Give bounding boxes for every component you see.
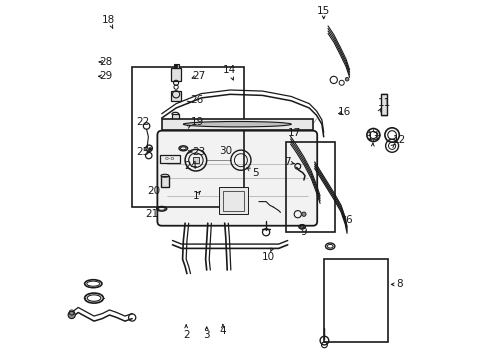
Text: 7: 7: [284, 157, 290, 167]
Text: 16: 16: [337, 107, 350, 117]
Circle shape: [174, 64, 178, 68]
Circle shape: [68, 311, 75, 319]
Text: 14: 14: [223, 65, 236, 75]
Circle shape: [301, 212, 305, 216]
Ellipse shape: [183, 122, 291, 127]
Bar: [171, 68, 181, 81]
Bar: [223, 191, 244, 211]
Text: 21: 21: [145, 209, 158, 219]
Text: 29: 29: [99, 71, 112, 81]
Text: 12: 12: [392, 135, 405, 145]
FancyBboxPatch shape: [157, 131, 317, 226]
Text: 20: 20: [147, 186, 160, 196]
Text: 24: 24: [184, 161, 198, 171]
Text: 22: 22: [136, 117, 149, 127]
Text: 10: 10: [261, 252, 274, 262]
Text: 19: 19: [190, 117, 203, 127]
Text: 17: 17: [287, 128, 300, 138]
Text: 27: 27: [191, 71, 204, 81]
Text: 18: 18: [102, 15, 115, 25]
Text: 4: 4: [219, 326, 226, 336]
Bar: [160, 155, 179, 163]
Text: o-o: o-o: [164, 156, 174, 161]
Text: 3: 3: [203, 330, 209, 340]
Bar: [162, 119, 312, 130]
Text: 25: 25: [136, 147, 149, 157]
Bar: [219, 187, 247, 214]
Bar: [171, 114, 179, 125]
Bar: [323, 259, 387, 342]
Bar: [161, 176, 168, 187]
Circle shape: [345, 77, 348, 81]
Bar: [380, 94, 386, 115]
Circle shape: [148, 148, 151, 150]
Bar: [285, 142, 334, 232]
Bar: [173, 64, 178, 68]
Text: 6: 6: [345, 215, 351, 225]
Text: 15: 15: [316, 6, 330, 16]
Text: 11: 11: [377, 98, 390, 108]
Text: 23: 23: [191, 147, 204, 157]
Text: 13: 13: [366, 132, 379, 142]
Text: 9: 9: [300, 227, 306, 237]
Bar: [193, 157, 199, 163]
Text: 8: 8: [395, 279, 402, 289]
Text: 26: 26: [190, 95, 203, 105]
Text: 1: 1: [192, 191, 199, 201]
Bar: [132, 67, 244, 207]
Text: 5: 5: [251, 168, 258, 178]
Text: 30: 30: [219, 146, 232, 156]
Text: 2: 2: [183, 330, 189, 340]
Bar: [171, 91, 181, 101]
Text: 28: 28: [99, 57, 112, 67]
